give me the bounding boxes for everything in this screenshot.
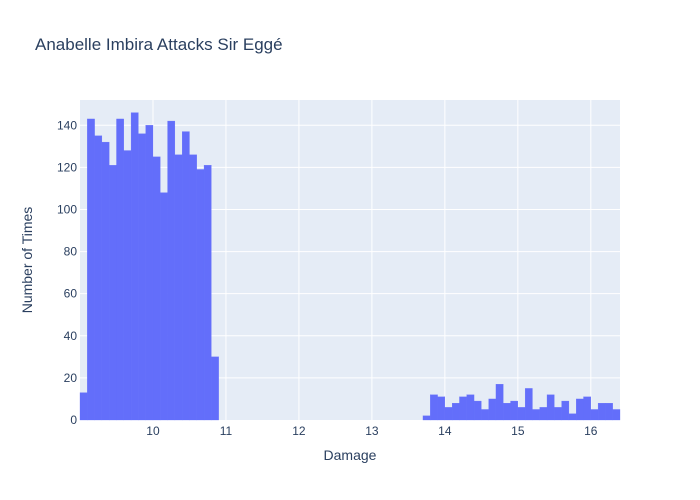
x-tick-label: 14 — [438, 424, 452, 438]
histogram-bar — [561, 400, 570, 421]
histogram-bar — [576, 398, 584, 421]
histogram-bar — [466, 394, 475, 421]
histogram-bar — [123, 150, 132, 421]
histogram-bar — [554, 407, 562, 421]
x-tick-labels: 10 11 12 13 14 15 16 — [146, 424, 598, 438]
histogram-bar — [590, 409, 599, 421]
histogram-bar — [546, 394, 555, 421]
y-axis-title: Number of Times — [19, 207, 35, 314]
x-tick-label: 10 — [146, 424, 160, 438]
histogram-bar — [87, 118, 95, 421]
x-tick-label: 12 — [292, 424, 306, 438]
histogram-bar — [174, 154, 183, 421]
y-tick-labels: 0 20 40 60 80 100 120 140 — [57, 118, 77, 427]
histogram-bar — [524, 388, 533, 421]
histogram-bar — [116, 118, 124, 421]
y-tick-label: 100 — [57, 202, 77, 216]
histogram-bar — [94, 135, 103, 421]
histogram-bar — [612, 409, 621, 421]
histogram-bar — [130, 112, 139, 421]
histogram-bar — [167, 120, 176, 421]
histogram-bar — [196, 169, 205, 421]
histogram-bar — [488, 398, 497, 421]
histogram-bar — [182, 131, 190, 421]
histogram-bar — [160, 192, 168, 421]
histogram-bar — [109, 165, 117, 421]
y-tick-label: 20 — [64, 371, 78, 385]
histogram-bar — [211, 356, 219, 421]
histogram-bar — [495, 384, 504, 421]
histogram-bar — [510, 400, 518, 421]
histogram-bar — [422, 415, 431, 421]
y-tick-label: 0 — [70, 413, 77, 427]
x-tick-label: 15 — [511, 424, 525, 438]
x-axis-title: Damage — [324, 447, 377, 463]
histogram-bar — [79, 392, 88, 421]
histogram-bar — [517, 407, 526, 421]
x-tick-label: 11 — [220, 424, 233, 438]
x-tick-label: 16 — [584, 424, 598, 438]
histogram-bar — [605, 403, 613, 421]
x-tick-label: 13 — [365, 424, 379, 438]
histogram-bar — [203, 165, 212, 421]
histogram-bar — [145, 125, 154, 421]
histogram-bar — [532, 409, 540, 421]
histogram-bar — [459, 396, 467, 421]
y-tick-label: 80 — [64, 245, 78, 259]
histogram-bar — [152, 156, 161, 421]
bars — [79, 112, 621, 421]
chart-title: Anabelle Imbira Attacks Sir Eggé — [35, 35, 283, 54]
histogram-bar — [583, 396, 591, 421]
histogram-bar — [473, 400, 482, 421]
histogram-bar — [437, 396, 446, 421]
histogram-bar — [568, 413, 577, 421]
histogram-bar — [189, 154, 197, 421]
histogram-bar — [138, 133, 146, 421]
histogram-bar — [539, 407, 548, 421]
histogram-bar — [503, 403, 511, 421]
y-tick-label: 140 — [57, 118, 77, 132]
histogram-bar — [444, 407, 453, 421]
y-tick-label: 120 — [57, 160, 77, 174]
y-tick-label: 40 — [64, 329, 78, 343]
histogram-bar — [597, 403, 606, 421]
histogram-bar — [481, 409, 489, 421]
y-tick-label: 60 — [64, 287, 78, 301]
histogram-bar — [430, 394, 438, 421]
histogram-bar — [101, 141, 110, 421]
histogram-bar — [452, 403, 460, 421]
